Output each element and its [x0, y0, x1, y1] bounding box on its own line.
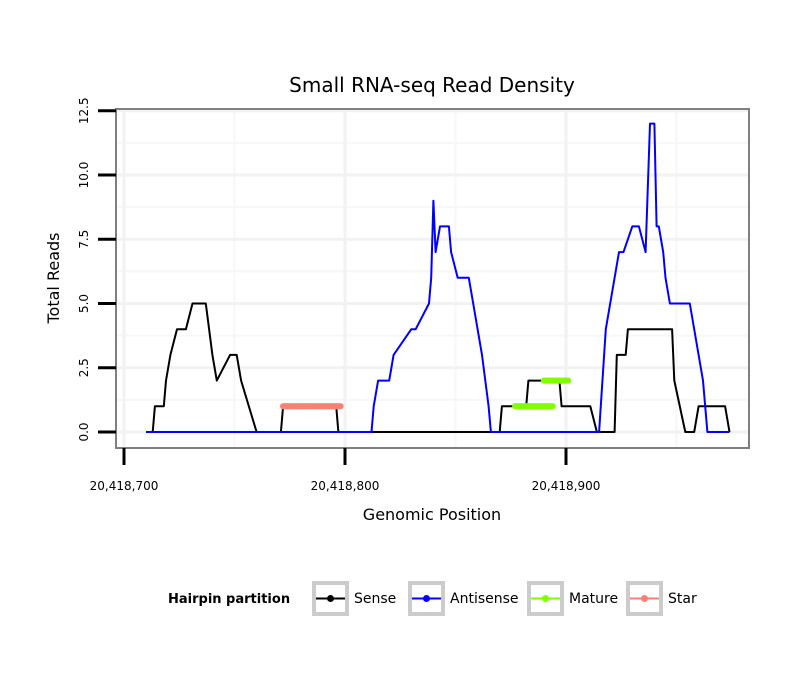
y-tick-label: 0.0 [77, 422, 91, 441]
legend-key-point [327, 595, 334, 602]
series-line-antisense [146, 122, 730, 433]
legend-label: Sense [354, 591, 396, 607]
plot-border [115, 108, 750, 449]
y-tick-label: 10.0 [77, 162, 91, 189]
chart-title: Small RNA-seq Read Density [289, 73, 575, 97]
plot-background [116, 109, 749, 448]
series-mature [512, 377, 572, 410]
legend: Hairpin partition Sense Antisense Mature St… [168, 581, 697, 616]
legend-label: Mature [569, 591, 618, 607]
y-axis: 0.0 2.5 5.0 7.5 10.0 12.5 [77, 97, 116, 442]
legend-entries: Sense Antisense Mature Star [312, 581, 697, 616]
point-mature [565, 377, 572, 384]
point-mature [549, 403, 556, 410]
x-axis: 20,418,700 20,418,800 20,418,900 [90, 448, 601, 493]
y-tick-label: 12.5 [77, 97, 91, 124]
legend-key-point [542, 595, 549, 602]
legend-title: Hairpin partition [168, 592, 290, 607]
series-layer [146, 122, 731, 433]
x-axis-title: Genomic Position [363, 505, 501, 524]
legend-label: Star [668, 591, 697, 607]
y-axis-title: Total Reads [44, 233, 63, 325]
legend-item-mature: Mature [527, 581, 618, 616]
point-star [337, 403, 344, 410]
series-antisense [146, 122, 730, 433]
x-tick-label: 20,418,800 [311, 479, 380, 493]
legend-key-point [423, 595, 430, 602]
legend-item-sense: Sense [312, 581, 396, 616]
y-tick-label: 5.0 [77, 294, 91, 313]
series-star [280, 403, 344, 410]
legend-item-antisense: Antisense [408, 581, 519, 616]
legend-key-point [641, 595, 648, 602]
plot-panel [115, 108, 750, 449]
y-tick-label: 7.5 [77, 230, 91, 249]
legend-label: Antisense [450, 591, 519, 607]
legend-item-star: Star [626, 581, 697, 616]
y-tick-label: 2.5 [77, 358, 91, 377]
x-tick-label: 20,418,900 [532, 479, 601, 493]
x-tick-label: 20,418,700 [90, 479, 159, 493]
